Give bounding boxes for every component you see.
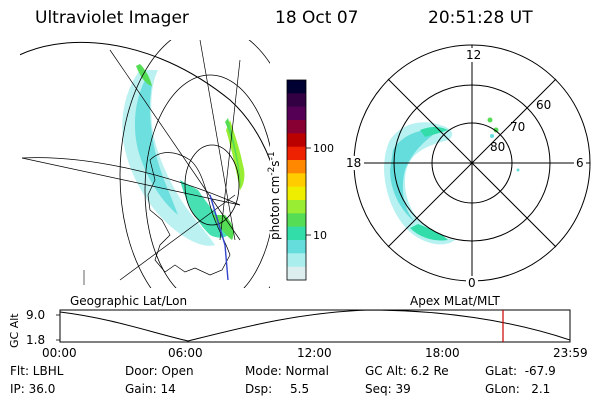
- colorbar-label: photon cm-2s-1: [267, 151, 282, 240]
- ip-info: IP: 36.0: [10, 382, 55, 396]
- door-info: Door: Open: [125, 364, 194, 378]
- colorbar-segment: [287, 80, 306, 94]
- colorbar-segment: [287, 213, 306, 228]
- timeline-xtick-0600: 06:00: [168, 346, 203, 360]
- timeline-xtick-2359: 23:59: [553, 346, 588, 360]
- mlat-label-70: 70: [510, 120, 525, 134]
- colorbar-segment: [287, 173, 306, 188]
- colorbar-segment: [287, 240, 306, 254]
- instrument-info: Flt: LBHL Door: Open Mode: Normal GC Alt…: [10, 364, 556, 396]
- colorbar-segment: [287, 200, 306, 214]
- colorbar-segment: [287, 186, 306, 201]
- timeline-xtick-1200: 12:00: [297, 346, 332, 360]
- mlt-label-18: 18: [346, 156, 361, 170]
- timeline-ytick-9: 9.0: [26, 308, 45, 322]
- dsp-label: Dsp:: [245, 382, 272, 396]
- altitude-timeline: 9.0 1.8 GC Alt 00:00 06:00 12:00 18:00 2…: [8, 308, 588, 360]
- gain-info: Gain: 14: [125, 382, 176, 396]
- aurora-emission-left: [122, 64, 245, 246]
- time-label: 20:51:28 UT: [428, 8, 533, 28]
- date-label: 18 Oct 07: [275, 8, 358, 28]
- mlt-label-0: 0: [468, 276, 476, 290]
- timeline-ytick-1-8: 1.8: [26, 333, 45, 347]
- mlat-label-80: 80: [490, 140, 505, 154]
- colorbar-segment: [287, 146, 306, 161]
- dsp-value: 5.5: [290, 382, 309, 396]
- colorbar-segment: [287, 160, 306, 174]
- seq-info: Seq: 39: [365, 382, 411, 396]
- colorbar-segment: [287, 226, 306, 241]
- left-panel-caption: Geographic Lat/Lon: [70, 294, 187, 308]
- timeline-xtick-0000: 00:00: [42, 346, 77, 360]
- colorbar-segment: [287, 266, 306, 281]
- geographic-map: [20, 40, 270, 288]
- gc-alt-info: GC Alt: 6.2 Re: [365, 364, 449, 378]
- colorbar-segment: [287, 120, 306, 134]
- mlt-label-6: 6: [576, 156, 584, 170]
- mlat-label-60: 60: [536, 98, 551, 112]
- app-title: Ultraviolet Imager: [35, 8, 189, 28]
- colorbar-segment: [287, 133, 306, 148]
- colorbar-tick-100: 100: [313, 142, 334, 155]
- timeline-ylabel: GC Alt: [8, 313, 21, 348]
- mlt-label-12: 12: [466, 48, 481, 62]
- mode-info: Mode: Normal: [245, 364, 329, 378]
- right-panel-caption: Apex MLat/MLT: [410, 294, 500, 308]
- filter-info: Flt: LBHL: [10, 364, 64, 378]
- glon-info: GLon: 2.1: [485, 382, 550, 396]
- glat-info: GLat: -67.9: [485, 364, 556, 378]
- colorbar-segment: [287, 253, 306, 268]
- colorbar-segment: [287, 106, 306, 121]
- colorbar-tick-10: 10: [313, 229, 327, 242]
- colorbar-segment: [287, 93, 306, 108]
- timeline-xtick-1800: 18:00: [425, 346, 460, 360]
- colorbar: 100 10 photon cm-2s-1: [267, 79, 334, 281]
- aurora-emission-right: [384, 117, 520, 245]
- mlt-polar-plot: 12 18 6 0 60 70 80: [342, 44, 591, 290]
